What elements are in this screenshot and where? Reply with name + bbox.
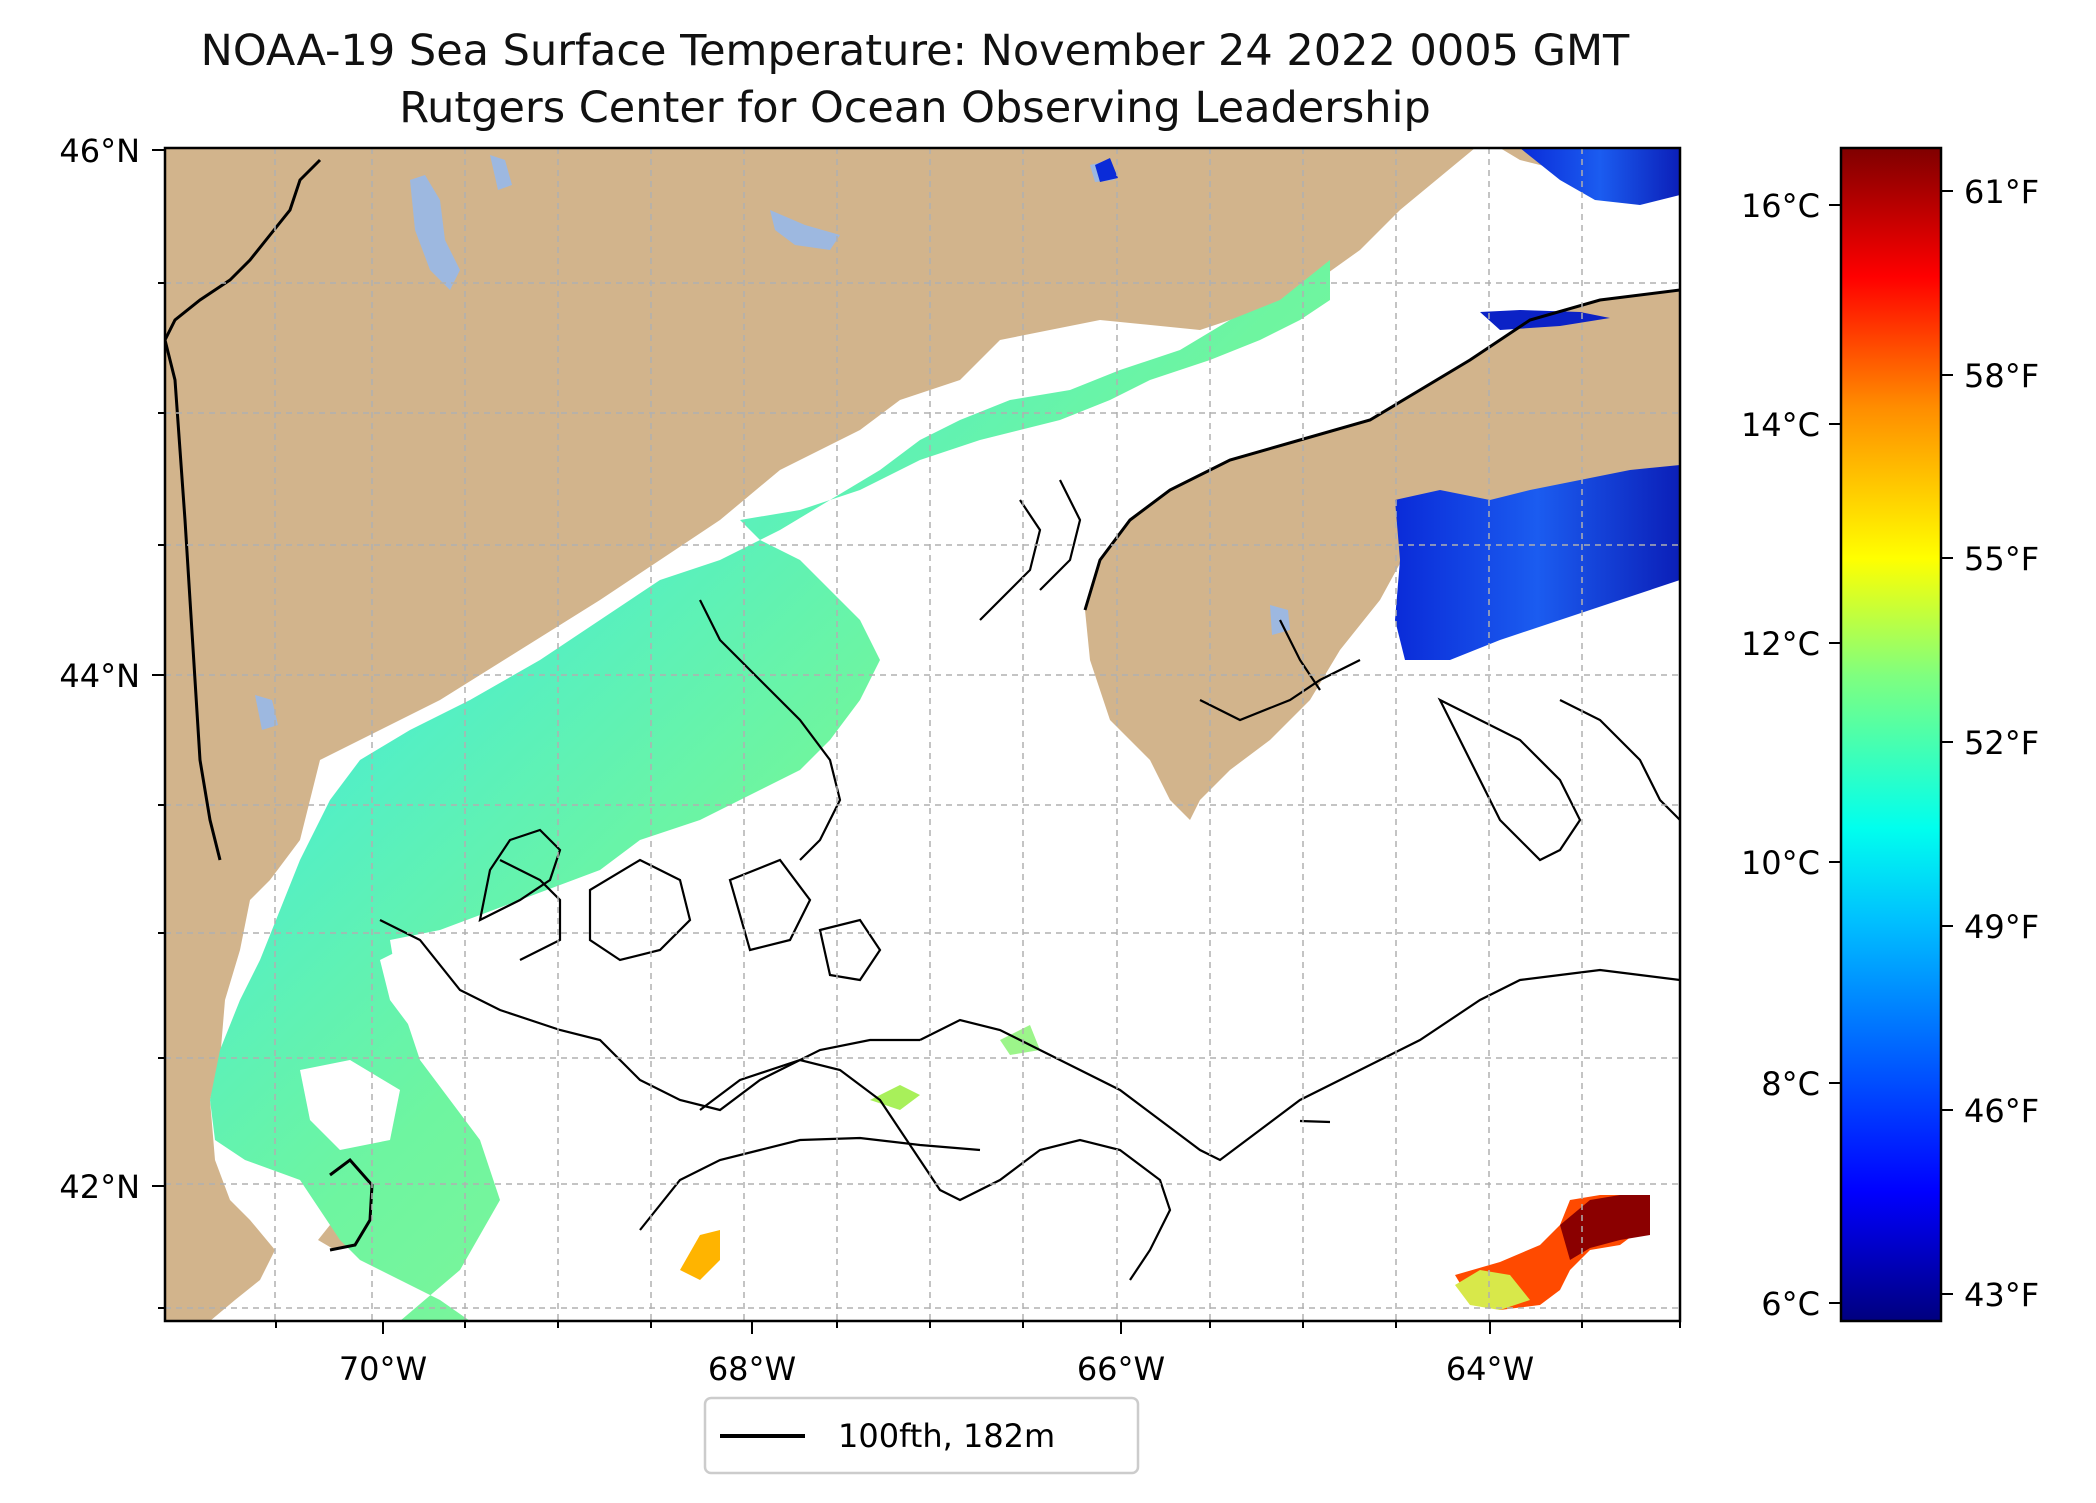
sst-top-right	[1520, 148, 1680, 205]
cloud-gap-3	[620, 820, 800, 930]
lon-tick-64w: 64°W	[1446, 1350, 1534, 1388]
coastline	[165, 158, 374, 1252]
lake-2	[490, 155, 512, 190]
lake-1	[410, 175, 460, 290]
cb-tick-43f: 43°F	[1964, 1276, 2039, 1314]
legend-label: 100fth, 182m	[838, 1417, 1055, 1455]
bathymetry-contours	[379, 479, 1680, 1281]
lake-3	[770, 210, 840, 250]
cb-tick-61f: 61°F	[1964, 173, 2039, 211]
sst-warm-edge	[1455, 1270, 1530, 1310]
land-nova-scotia	[1085, 290, 1680, 820]
map-frame	[163, 146, 1682, 1323]
cb-tick-46f: 46°F	[1964, 1092, 2039, 1130]
cb-tick-14c: 14°C	[1741, 406, 1820, 444]
cb-tick-12c: 12°C	[1741, 625, 1820, 663]
sst-minas-basin	[1480, 310, 1610, 330]
cb-tick-49f: 49°F	[1964, 908, 2039, 946]
lat-tick-46n: 46°N	[59, 132, 140, 170]
legend: 100fth, 182m	[703, 1396, 1140, 1475]
cb-tick-58f: 58°F	[1964, 357, 2039, 395]
cb-tick-16c: 16°C	[1741, 187, 1820, 225]
sst-coastal-gulf-of-maine	[210, 260, 1330, 1321]
map-area	[165, 148, 1680, 1321]
lat-tick-42n: 42°N	[59, 1168, 140, 1206]
sst-warm-core	[1560, 1195, 1650, 1260]
sst-patch-1	[680, 1230, 720, 1280]
gridlines	[165, 148, 1680, 1321]
cb-tick-8c: 8°C	[1761, 1065, 1820, 1103]
lake-4	[255, 695, 278, 730]
lon-tick-66w: 66°W	[1077, 1350, 1165, 1388]
nova-scotia-outline	[1083, 288, 1680, 611]
lon-tick-68w: 68°W	[708, 1350, 796, 1388]
cb-tick-55f: 55°F	[1964, 540, 2039, 578]
cb-tick-10c: 10°C	[1741, 844, 1820, 882]
cb-tick-52f: 52°F	[1964, 724, 2039, 762]
axis-ticks	[152, 149, 1681, 1334]
sst-nova-scotia-east	[1395, 465, 1680, 660]
cloud-gap-2	[300, 1060, 400, 1150]
title-line-2: Rutgers Center for Ocean Observing Leade…	[399, 83, 1431, 133]
cb-tick-6c: 6°C	[1761, 1285, 1820, 1323]
colorbar-ticks	[1829, 190, 1953, 1304]
legend-box	[703, 1396, 1140, 1475]
title-line-1: NOAA-19 Sea Surface Temperature: Novembe…	[201, 26, 1630, 76]
sst-top-center	[1095, 158, 1118, 182]
colorbar	[1839, 146, 1943, 1323]
lat-tick-44n: 44°N	[59, 657, 140, 695]
cloud-gap-1	[380, 930, 530, 1060]
land-mainland	[165, 148, 1475, 1321]
lon-tick-70w: 70°W	[339, 1350, 427, 1388]
